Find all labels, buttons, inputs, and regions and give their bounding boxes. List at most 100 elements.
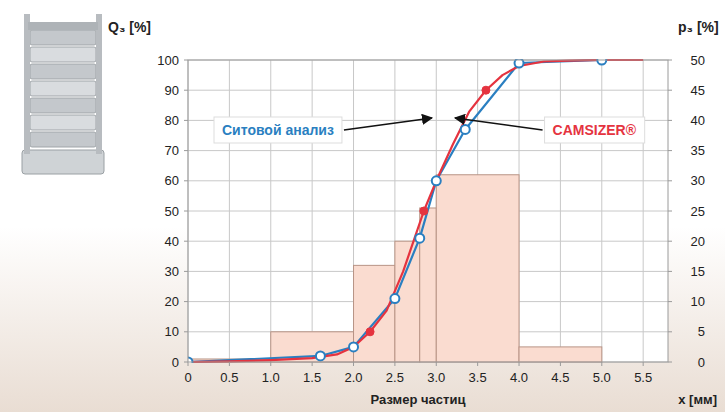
callout-box (545, 117, 645, 143)
y-grid-line (188, 90, 668, 91)
y2-tick (668, 90, 672, 91)
y2-tick-label: 25 (691, 204, 705, 219)
marker (420, 207, 428, 215)
x-tick-label: 5.5 (634, 370, 652, 385)
y-tick-label: 60 (165, 173, 179, 188)
y2-tick-label: 30 (691, 173, 705, 188)
y-tick (184, 90, 188, 91)
x-tick-label: 5.0 (593, 370, 611, 385)
y2-tick (668, 331, 672, 332)
series-callout: Ситовой анализ (214, 117, 432, 143)
sieve-lid (28, 22, 98, 30)
y-grid-line (188, 180, 668, 181)
y-tick-label: 10 (165, 324, 179, 339)
y2-tick (668, 271, 672, 272)
y-tick (184, 180, 188, 181)
ticks: 0 0.5 1.0 1.5 2.0 2.5 3.0 3.5 4.0 4.5 5.0 5.5 0 10 20 3… (108, 19, 719, 407)
x-tick (519, 362, 520, 366)
x-axis-unit: x [мм] (678, 392, 717, 407)
y-grid-line (188, 150, 668, 151)
marker (461, 125, 470, 134)
y-tick-label: 0 (172, 355, 179, 370)
x-tick (312, 362, 313, 366)
y2-tick-label: 0 (698, 355, 705, 370)
y2-tick-label: 45 (691, 83, 705, 98)
x-tick (188, 362, 189, 366)
histogram-bar (354, 265, 395, 362)
y-tick-label: 20 (165, 294, 179, 309)
y-tick-label: 30 (165, 264, 179, 279)
y-tick-label: 80 (165, 113, 179, 128)
series-label: CAMSIZER® (553, 122, 637, 138)
y2-tick (668, 60, 672, 61)
x-tick (229, 362, 230, 366)
y-tick (184, 331, 188, 332)
sieve (30, 115, 96, 130)
y-tick (184, 301, 188, 302)
plot-area (188, 60, 668, 362)
y-tick (184, 271, 188, 272)
sieve-rod (24, 14, 30, 154)
y-tick (184, 150, 188, 151)
x-tick-label: 2.5 (386, 370, 404, 385)
y-tick-label: 100 (157, 53, 179, 68)
x-tick-label: 3.5 (469, 370, 487, 385)
histogram-bar (519, 347, 602, 362)
sieve-rod (96, 14, 102, 154)
y-tick-label: 40 (165, 234, 179, 249)
y2-axis-title: p₃ [%] (678, 19, 719, 35)
y-axis-title: Q₃ [%] (108, 19, 151, 35)
x-axis-title: Размер частиц (371, 392, 466, 407)
chart: 0 0.5 1.0 1.5 2.0 2.5 3.0 3.5 4.0 4.5 5.0 5.5 0 10 20 3… (0, 0, 725, 412)
marker (390, 294, 399, 303)
y2-tick (668, 211, 672, 212)
callout-arrow (344, 118, 432, 130)
x-tick-label: 1.0 (262, 370, 280, 385)
sieve-icon (22, 14, 104, 174)
x-tick (643, 362, 644, 366)
y-tick-label: 90 (165, 83, 179, 98)
x-tick (601, 362, 602, 366)
x-tick-label: 2.0 (344, 370, 362, 385)
y2-tick-label: 35 (691, 143, 705, 158)
callout-box (214, 117, 342, 143)
sieve-base (22, 150, 104, 174)
x-tick (436, 362, 437, 366)
x-tick (270, 362, 271, 366)
x-tick (353, 362, 354, 366)
background (0, 0, 725, 412)
histogram-bar (436, 175, 519, 362)
y2-tick (668, 301, 672, 302)
y2-tick-label: 5 (698, 324, 705, 339)
sieve (30, 81, 96, 96)
y-tick (184, 120, 188, 121)
y-tick (184, 211, 188, 212)
marker (415, 234, 424, 243)
x-tick (560, 362, 561, 366)
marker (349, 342, 358, 351)
data-layer (188, 59, 643, 363)
line (188, 60, 643, 362)
x-tick-label: 0.5 (220, 370, 238, 385)
y2-tick (668, 362, 672, 363)
x-tick-label: 4.5 (551, 370, 569, 385)
y2-tick-label: 50 (691, 53, 705, 68)
sieve (30, 132, 96, 147)
x-tick-label: 3.0 (427, 370, 445, 385)
marker (482, 86, 490, 94)
y2-tick (668, 241, 672, 242)
y-tick-label: 70 (165, 143, 179, 158)
y2-tick (668, 180, 672, 181)
y2-tick-label: 10 (691, 294, 705, 309)
x-tick-label: 1.5 (303, 370, 321, 385)
x-tick-label: 4.0 (510, 370, 528, 385)
y2-tick (668, 150, 672, 151)
series-label: Ситовой анализ (222, 122, 334, 138)
sieve (30, 30, 96, 45)
y-tick-label: 50 (165, 204, 179, 219)
x-tick (394, 362, 395, 366)
y-tick (184, 362, 188, 363)
sieve (30, 47, 96, 62)
callout-arrow (455, 118, 543, 130)
marker (432, 176, 441, 185)
